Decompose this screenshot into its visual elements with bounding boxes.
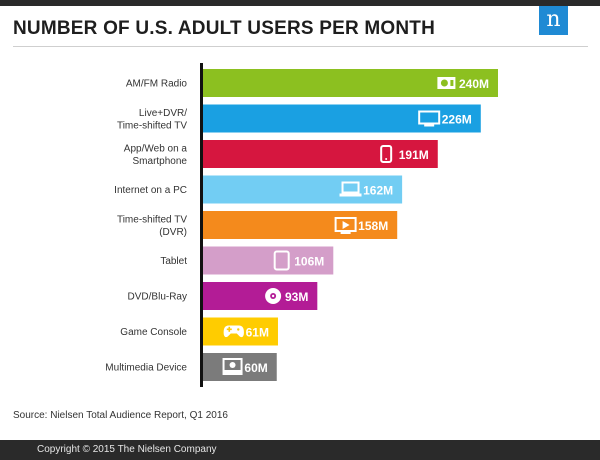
bar-chart: AM/FM Radio 240M Live+DVR/Time-shifted TV 2… [105,63,498,387]
copyright-text: Copyright © 2015 The Nielsen Company [37,444,217,455]
category-label: Internet on a PC [114,185,187,196]
value-label: 162M [363,184,393,198]
category-label: App/Web on a Smartphone [124,143,188,167]
value-label: 93M [285,290,308,304]
nielsen-logo: n [539,6,568,35]
top-bar [0,0,600,6]
footer-bar: Copyright © 2015 The Nielsen Company [0,440,600,460]
value-label: 61M [246,326,269,340]
category-label: Multimedia Device [105,363,187,374]
tablet-icon [273,250,290,271]
radio-icon [437,77,456,89]
bar [203,282,318,310]
bar [203,104,481,133]
gamepad-icon [223,325,244,338]
laptop-icon [339,181,362,197]
category-label: Game Console [120,327,187,338]
category-label: DVD/Blu-Ray [128,292,187,303]
bar [203,175,403,204]
value-label: 226M [442,113,472,127]
value-label: 158M [358,219,388,233]
bar [203,353,277,381]
bar [203,246,334,275]
category-label: Tablet [160,256,187,267]
value-label: 191M [399,148,429,162]
axis-line [200,63,203,387]
smartphone-icon [380,145,393,163]
category-label: AM/FM Radio [126,79,188,90]
bar [203,211,398,239]
media-device-icon [222,358,243,375]
value-label: 106M [294,255,324,269]
bar [203,140,438,168]
category-label: Time-shifted TV (DVR) [117,214,187,238]
chart-title: NUMBER OF U.S. ADULT USERS PER MONTH [13,18,436,39]
title-divider [13,46,588,47]
category-label: Live+DVR/Time-shifted TV [117,108,187,132]
dvr-icon [334,217,357,234]
value-label: 60M [244,361,267,375]
disc-icon [265,288,282,304]
value-label: 240M [459,77,489,91]
tv-icon [418,110,441,127]
source-note: Source: Nielsen Total Audience Report, Q… [13,410,228,421]
